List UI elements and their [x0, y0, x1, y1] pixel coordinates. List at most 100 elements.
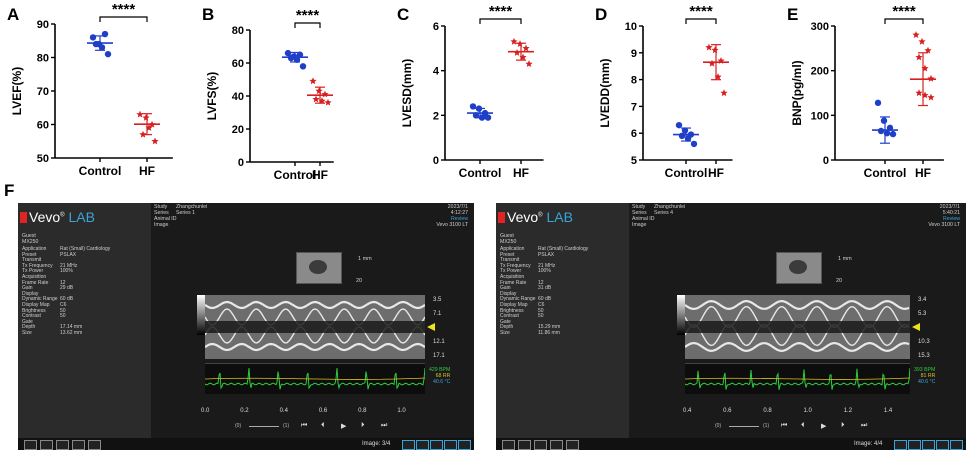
data-point-control [284, 49, 292, 57]
playback-left-label: (0) [235, 423, 242, 429]
setting-label: Gate [500, 318, 511, 325]
depth-label: 10.3 [918, 339, 930, 345]
vital-value: 40.6 °C [917, 379, 936, 385]
guest-label: Guest [22, 233, 36, 239]
scale-value: 20 [356, 278, 363, 284]
time-axis-tick: 0.2 [240, 408, 249, 414]
setting-value: 29 dB [60, 285, 74, 292]
depth-marker-arrow [912, 323, 920, 331]
setting-value: 11.86 mm [538, 330, 560, 336]
data-point-control [874, 99, 882, 107]
logo-lab-text: LAB [542, 209, 573, 225]
data-point-control [484, 114, 492, 121]
view-icon[interactable] [402, 440, 415, 450]
setting-label: Size [22, 330, 32, 336]
toolbar-icon[interactable] [88, 440, 101, 450]
data-point-hf [309, 77, 317, 85]
time-axis-tick: 0.4 [683, 408, 692, 414]
skip-start-button[interactable]: ⏮ [781, 422, 788, 429]
panel-f-letter: F [4, 181, 15, 200]
panel-badge [498, 212, 505, 223]
toolbar-icon[interactable] [56, 440, 69, 450]
x-category-label: Control [274, 168, 317, 182]
study-date: 2023/7/1 [939, 204, 960, 210]
toolbar-icon[interactable] [24, 440, 37, 450]
y-tick-label: 80 [37, 53, 49, 65]
setting-label: Brightness [22, 307, 46, 314]
toolbar-icon[interactable] [550, 440, 563, 450]
time-axis-tick: 0.4 [279, 408, 288, 414]
x-category-label: Control [459, 166, 502, 180]
depth-marker-arrow [427, 323, 435, 331]
setting-label: Display Map [22, 302, 50, 308]
skip-start-button[interactable]: ⏮ [301, 422, 308, 429]
play-button[interactable]: ▶ [821, 423, 827, 430]
system-name: Vevo 3100 LT [928, 222, 960, 228]
panel-letter: E [787, 5, 798, 24]
view-icon[interactable] [936, 440, 949, 450]
data-point-hf [315, 87, 323, 95]
y-tick-label: 200 [811, 66, 829, 78]
wall-trace [205, 300, 425, 310]
view-icon[interactable] [894, 440, 907, 450]
chart-panel-b: B LVFS(%) 0 20 40 60 80 Control HF **** [195, 0, 385, 190]
step-forward-button[interactable]: ⏵ [841, 422, 845, 429]
data-point-hf [924, 46, 932, 54]
vital-value: 40.6 °C [432, 379, 451, 385]
setting-value: PSLAX [60, 251, 77, 258]
setting-value: 12 [60, 279, 66, 286]
view-icon[interactable] [430, 440, 443, 450]
study-field-label: Series [632, 210, 647, 216]
playback-slider[interactable] [249, 426, 279, 427]
study-field-label: Animal ID [154, 216, 177, 222]
data-point-control [678, 132, 686, 140]
data-point-hf [912, 31, 920, 39]
data-point-hf [151, 137, 159, 145]
step-back-button[interactable]: ⏴ [801, 422, 805, 429]
view-icon[interactable] [908, 440, 921, 450]
data-point-hf [927, 93, 935, 101]
review-label: Review [450, 216, 468, 222]
setting-value: 21 MHz [538, 262, 556, 269]
toolbar-icon[interactable] [72, 440, 85, 450]
toolbar-icon[interactable] [566, 440, 579, 450]
step-forward-button[interactable]: ⏵ [361, 422, 365, 429]
ecg-svg [204, 367, 426, 390]
setting-label: Preset [22, 251, 37, 258]
setting-value: Rat (Small) Cardiology [60, 246, 111, 252]
view-icon[interactable] [922, 440, 935, 450]
view-icon[interactable] [416, 440, 429, 450]
toolbar-icon[interactable] [40, 440, 53, 450]
setting-label: Acquisition [22, 274, 47, 280]
y-tick-label: 50 [37, 153, 49, 165]
play-button[interactable]: ▶ [341, 423, 347, 430]
significance-bracket [479, 18, 522, 24]
wall-trace [685, 341, 910, 353]
time-axis-tick: 1.0 [397, 408, 406, 414]
skip-end-button[interactable]: ⏭ [381, 422, 388, 429]
y-tick-label: 7 [631, 101, 637, 113]
ultrasound-screen-control: Vevo® LAB Guest MX250 Application Rat (Small… [18, 203, 474, 450]
time-axis-tick: 1.4 [883, 408, 893, 414]
step-back-button[interactable]: ⏴ [321, 422, 325, 429]
view-icon[interactable] [458, 440, 471, 450]
view-icon[interactable] [444, 440, 457, 450]
study-field-value: Zhangchunlei [176, 204, 208, 210]
setting-value: C6 [60, 302, 67, 308]
skip-end-button[interactable]: ⏭ [861, 422, 868, 429]
setting-label: Display Map [500, 302, 528, 308]
toolbar-icon[interactable] [502, 440, 515, 450]
grayscale-bar [197, 295, 206, 335]
b-mode-thumbnail [776, 252, 822, 284]
bottom-toolbar [18, 438, 474, 450]
chart-panel-c: C LVESD(mm) 0 2 4 6 Control HF **** [390, 0, 580, 190]
playback-slider[interactable] [729, 426, 759, 427]
data-point-hf [708, 59, 716, 67]
toolbar-icon[interactable] [534, 440, 547, 450]
depth-label: 7.1 [433, 311, 442, 317]
logo-text: Vevo [29, 209, 61, 225]
toolbar-icon[interactable] [518, 440, 531, 450]
view-icon[interactable] [950, 440, 963, 450]
x-category-label: HF [312, 168, 328, 182]
m-mode-image [205, 295, 425, 359]
